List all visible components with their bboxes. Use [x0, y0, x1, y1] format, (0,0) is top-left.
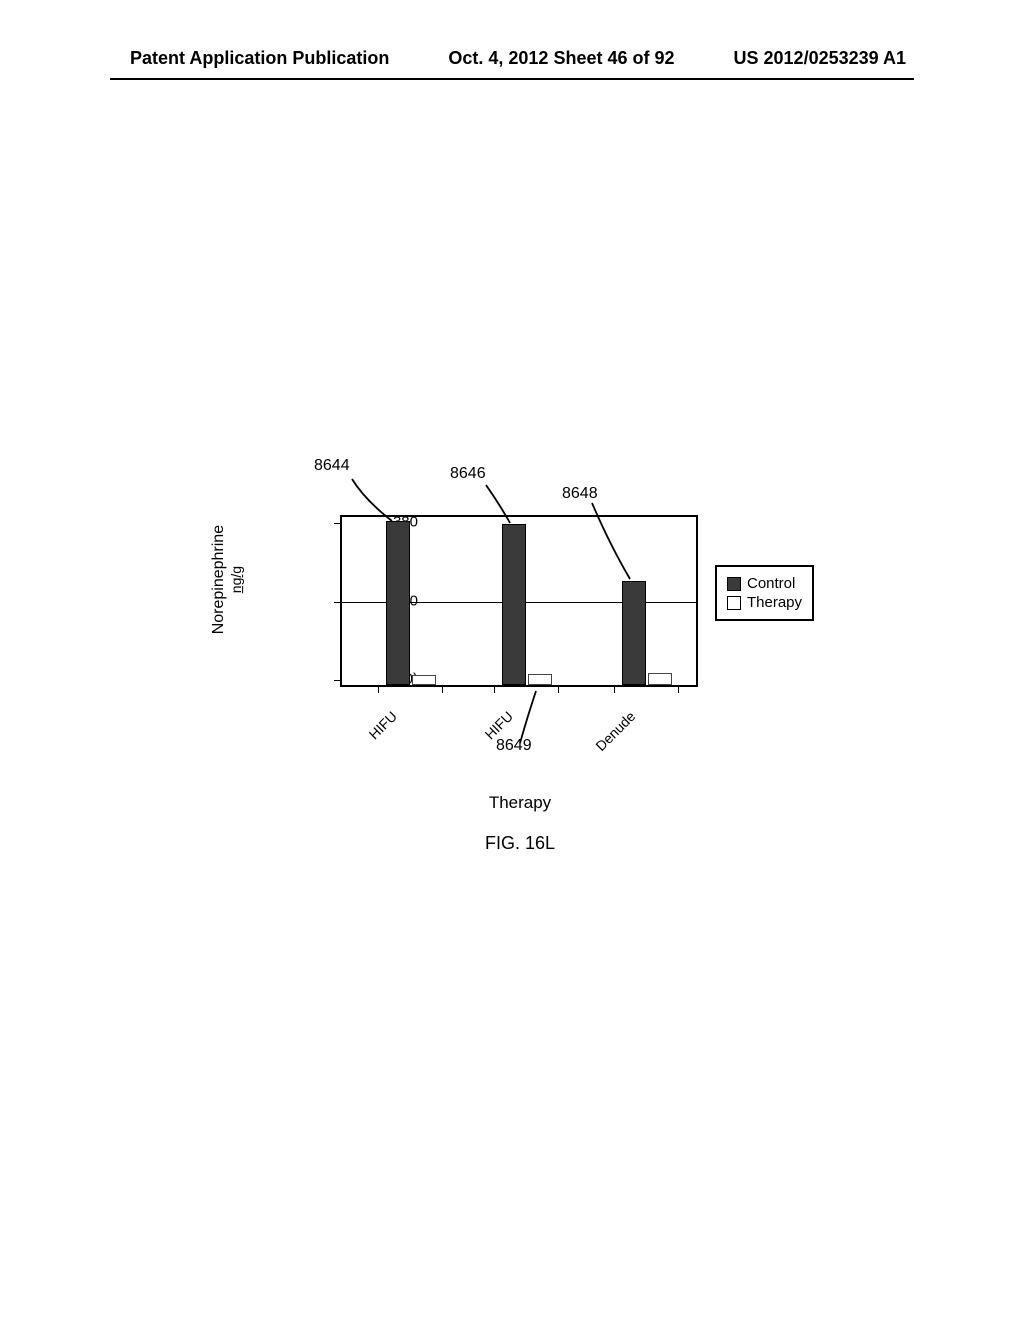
leader-lines [150, 455, 890, 815]
header-center: Oct. 4, 2012 Sheet 46 of 92 [448, 48, 674, 69]
legend-swatch-control [727, 577, 741, 591]
ref-label-8646: 8646 [450, 465, 486, 483]
figure-caption: FIG. 16L [150, 833, 890, 854]
x-axis-title: Therapy [150, 793, 890, 813]
header-right: US 2012/0253239 A1 [734, 48, 906, 69]
page-header: Patent Application Publication Oct. 4, 2… [0, 48, 1024, 69]
chart-legend: Control Therapy [715, 565, 814, 621]
ref-label-8648: 8648 [562, 485, 598, 503]
legend-label-control: Control [747, 575, 795, 592]
ref-label-8644: 8644 [314, 457, 350, 475]
legend-swatch-therapy [727, 596, 741, 610]
figure-16l: Norepinephrine ng/g (20) 180 380 [150, 455, 890, 885]
legend-item-therapy: Therapy [727, 594, 802, 611]
legend-label-therapy: Therapy [747, 594, 802, 611]
legend-item-control: Control [727, 575, 802, 592]
header-left: Patent Application Publication [130, 48, 389, 69]
ref-label-8649: 8649 [496, 737, 532, 755]
header-rule [110, 78, 914, 80]
